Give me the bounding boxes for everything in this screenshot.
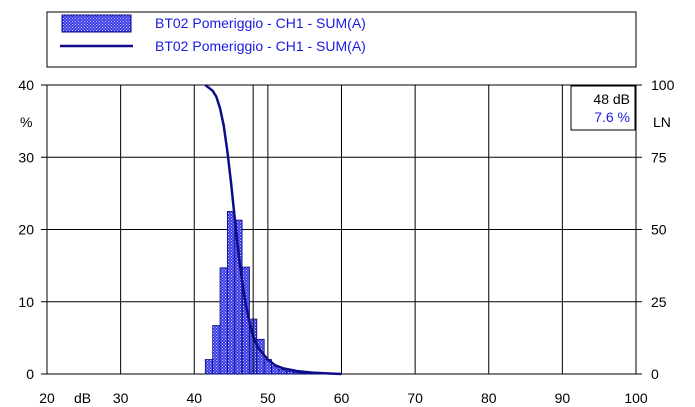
legend-frame <box>46 11 637 68</box>
y-right-axis-label: LN <box>653 114 671 130</box>
histogram-bar <box>226 211 236 375</box>
legend-line-label: BT02 Pomeriggio - CH1 - SUM(A) <box>155 38 366 54</box>
grid <box>41 84 642 375</box>
x-tick-label: 70 <box>407 390 423 406</box>
x-tick-label: 30 <box>113 390 129 406</box>
y-right-tick-label: 25 <box>651 294 667 310</box>
histogram-bar <box>293 372 302 375</box>
histogram-bar <box>256 338 265 375</box>
y-left-tick-label: 30 <box>18 149 34 165</box>
y-left-tick-label: 20 <box>18 222 34 238</box>
histogram-bar <box>278 369 287 375</box>
y-right-axis-ticks: 0 25 50 75 100 <box>651 77 675 382</box>
y-right-tick-label: 50 <box>651 222 667 238</box>
legend: BT02 Pomeriggio - CH1 - SUM(A) BT02 Pome… <box>46 11 637 68</box>
y-left-axis-label: % <box>20 114 32 130</box>
x-tick-label: 80 <box>481 390 497 406</box>
histogram-bar <box>212 325 221 375</box>
y-right-tick-label: 100 <box>651 77 675 93</box>
x-tick-label: 90 <box>555 390 571 406</box>
y-left-tick-label: 10 <box>18 294 34 310</box>
y-right-tick-label: 0 <box>651 366 659 382</box>
histogram-bar <box>219 267 228 375</box>
histogram-bar <box>300 372 309 375</box>
cursor-readout-level: 48 dB <box>593 91 630 107</box>
x-tick-label: 60 <box>334 390 350 406</box>
cursor-readout-box <box>570 85 636 131</box>
y-left-tick-label: 0 <box>26 366 34 382</box>
x-axis-label: dB <box>74 390 91 406</box>
histogram-bar <box>204 359 214 375</box>
y-right-tick-label: 75 <box>651 149 667 165</box>
cursor-readout-value: 7.6 % <box>594 109 630 125</box>
x-tick-label: 20 <box>39 390 55 406</box>
y-left-tick-label: 40 <box>18 77 34 93</box>
x-tick-label: 40 <box>186 390 202 406</box>
histogram-bar <box>285 370 295 375</box>
y-left-axis-ticks: 0 10 20 30 40 <box>18 77 34 382</box>
x-axis-ticks: 20 30 40 50 60 70 80 90 100 <box>39 390 648 406</box>
cumulative-curve <box>204 84 342 376</box>
x-tick-label: 100 <box>624 390 648 406</box>
legend-bar-label: BT02 Pomeriggio - CH1 - SUM(A) <box>155 15 366 31</box>
cursor-readout: 48 dB 7.6 % <box>570 85 636 131</box>
legend-bar-swatch <box>61 14 132 33</box>
x-tick-label: 50 <box>260 390 276 406</box>
